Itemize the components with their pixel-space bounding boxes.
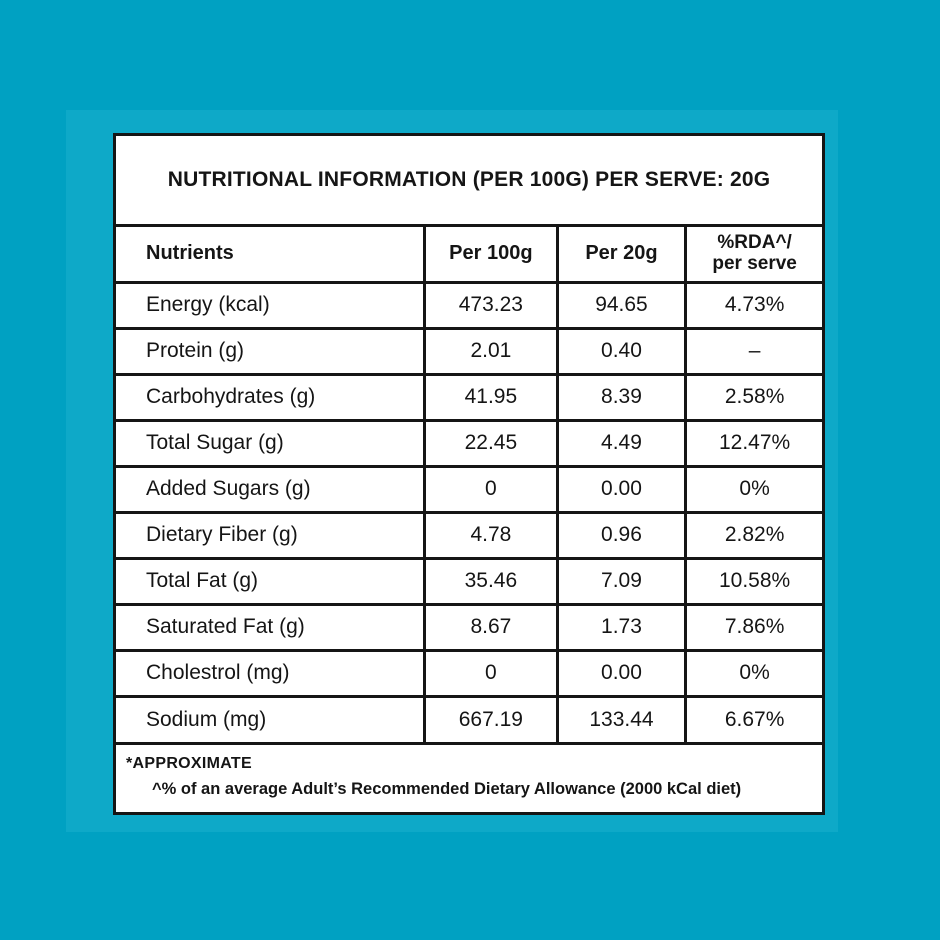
value-per-100g-cell: 667.19 <box>423 694 559 744</box>
label-title: NUTRITIONAL INFORMATION (PER 100G) PER S… <box>116 136 822 227</box>
nutrient-name-cell: Added Sugars (g) <box>114 464 427 514</box>
value-per-100g-cell: 473.23 <box>423 280 559 330</box>
value-per-20g-cell: 7.09 <box>555 556 688 606</box>
nutrient-name-cell: Protein (g) <box>114 326 427 376</box>
nutrient-name-cell: Saturated Fat (g) <box>114 602 427 652</box>
column-header-nutrients: Nutrients <box>114 225 427 284</box>
footnote-approximate: *APPROXIMATE <box>126 755 252 772</box>
column-header-rda: %RDA^/ per serve <box>684 225 824 284</box>
value-per-20g-cell: 0.96 <box>555 510 688 560</box>
value-per-20g-cell: 0.40 <box>555 326 688 376</box>
value-per-100g-cell: 35.46 <box>423 556 559 606</box>
value-per-20g-cell: 133.44 <box>555 694 688 744</box>
value-per-100g-cell: 0 <box>423 464 559 514</box>
table-row: Carbohydrates (g) 41.95 8.39 2.58% <box>114 372 824 422</box>
label-photo-panel: NUTRITIONAL INFORMATION (PER 100G) PER S… <box>66 110 838 832</box>
nutrient-name-cell: Energy (kcal) <box>114 280 427 330</box>
nutrient-name-cell: Sodium (mg) <box>114 694 427 744</box>
nutrition-table: Nutrients Per 100g Per 20g %RDA^/ per se… <box>114 225 824 744</box>
value-per-100g-cell: 22.45 <box>423 418 559 468</box>
table-row: Total Fat (g) 35.46 7.09 10.58% <box>114 556 824 606</box>
rda-header-line2: per serve <box>712 252 797 274</box>
value-per-20g-cell: 0.00 <box>555 648 688 698</box>
footnote-rda-note: ^% of an average Adult’s Recommended Die… <box>152 780 742 798</box>
rda-percent-cell: 12.47% <box>684 418 824 468</box>
value-per-20g-cell: 0.00 <box>555 464 688 514</box>
value-per-100g-cell: 8.67 <box>423 602 559 652</box>
rda-header-line1: %RDA^/ <box>717 232 792 254</box>
nutrient-name-cell: Carbohydrates (g) <box>114 372 427 422</box>
table-row: Protein (g) 2.01 0.40 – <box>114 326 824 376</box>
value-per-100g-cell: 41.95 <box>423 372 559 422</box>
footnotes-section: *APPROXIMATE ^% of an average Adult’s Re… <box>116 742 822 812</box>
table-row: Total Sugar (g) 22.45 4.49 12.47% <box>114 418 824 468</box>
rda-percent-cell: 2.82% <box>684 510 824 560</box>
nutrient-name-cell: Total Fat (g) <box>114 556 427 606</box>
column-header-per-100g: Per 100g <box>423 225 559 284</box>
rda-percent-cell: 2.58% <box>684 372 824 422</box>
table-row: Saturated Fat (g) 8.67 1.73 7.86% <box>114 602 824 652</box>
table-row: Added Sugars (g) 0 0.00 0% <box>114 464 824 514</box>
column-header-per-20g: Per 20g <box>555 225 688 284</box>
table-row: Cholestrol (mg) 0 0.00 0% <box>114 648 824 698</box>
value-per-100g-cell: 0 <box>423 648 559 698</box>
value-per-20g-cell: 1.73 <box>555 602 688 652</box>
value-per-100g-cell: 4.78 <box>423 510 559 560</box>
rda-percent-cell: 0% <box>684 464 824 514</box>
nutrient-name-cell: Dietary Fiber (g) <box>114 510 427 560</box>
rda-percent-cell: 10.58% <box>684 556 824 606</box>
rda-percent-cell: 6.67% <box>684 694 824 744</box>
value-per-100g-cell: 2.01 <box>423 326 559 376</box>
table-row: Sodium (mg) 667.19 133.44 6.67% <box>114 694 824 744</box>
nutrient-name-cell: Cholestrol (mg) <box>114 648 427 698</box>
table-row: Energy (kcal) 473.23 94.65 4.73% <box>114 280 824 330</box>
nutrition-label-card: NUTRITIONAL INFORMATION (PER 100G) PER S… <box>113 133 825 815</box>
value-per-20g-cell: 4.49 <box>555 418 688 468</box>
rda-percent-cell: 4.73% <box>684 280 824 330</box>
table-row: Dietary Fiber (g) 4.78 0.96 2.82% <box>114 510 824 560</box>
header-row: Nutrients Per 100g Per 20g %RDA^/ per se… <box>114 225 824 284</box>
rda-percent-cell: 7.86% <box>684 602 824 652</box>
rda-percent-cell: – <box>684 326 824 376</box>
nutrient-name-cell: Total Sugar (g) <box>114 418 427 468</box>
value-per-20g-cell: 8.39 <box>555 372 688 422</box>
value-per-20g-cell: 94.65 <box>555 280 688 330</box>
rda-percent-cell: 0% <box>684 648 824 698</box>
